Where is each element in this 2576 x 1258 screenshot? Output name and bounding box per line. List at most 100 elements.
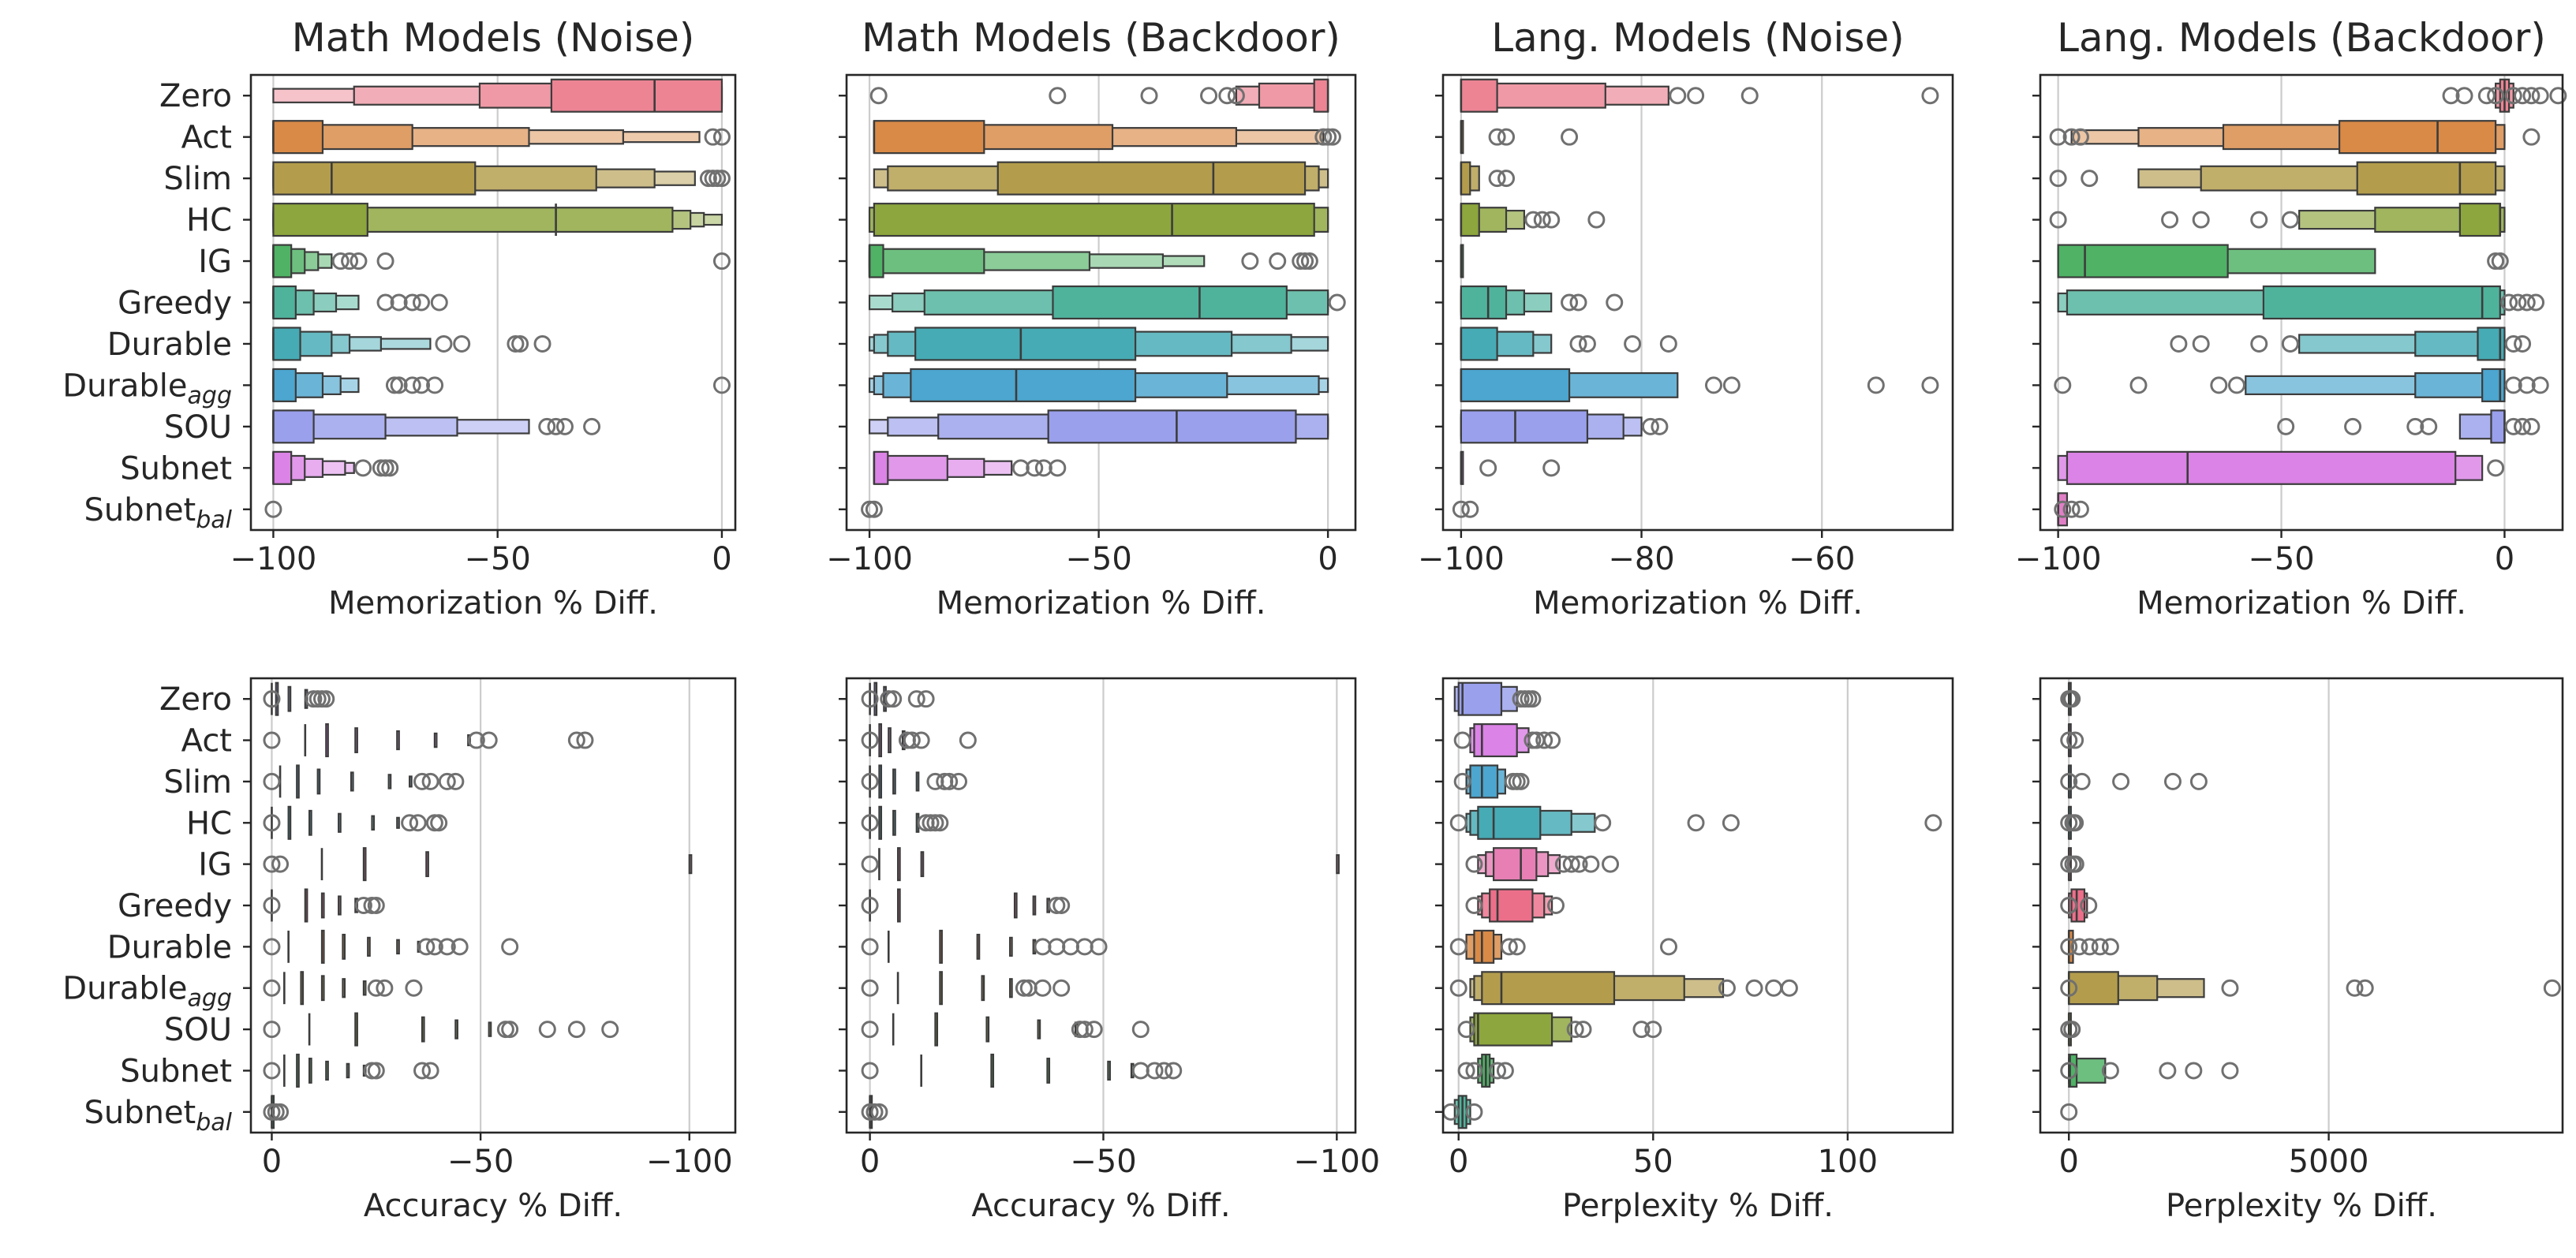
outlier-point <box>417 938 436 956</box>
outlier-point <box>1034 979 1052 997</box>
outlier-point <box>2170 334 2188 353</box>
outlier-point <box>861 814 879 832</box>
box-level <box>425 851 429 878</box>
boxen-subnet-bal <box>2060 1103 2078 1121</box>
outlier-point <box>438 772 456 790</box>
outlier-point <box>1140 87 1158 105</box>
outlier-point <box>1048 897 1066 914</box>
outlier-point <box>712 376 731 394</box>
x-axis-label: Memorization % Diff. <box>328 585 658 622</box>
y-tick-label: Slim <box>163 161 232 197</box>
y-tick-label: IG <box>198 847 232 883</box>
boxen-zero <box>2060 681 2081 716</box>
outlier-point <box>1561 128 1579 146</box>
outlier-point <box>372 459 390 477</box>
outlier-point <box>931 814 949 832</box>
outlier-point <box>511 334 529 353</box>
boxen-greedy <box>868 285 1346 320</box>
box-level <box>272 161 477 196</box>
boxen-act <box>263 723 594 758</box>
box-level <box>2066 450 2457 485</box>
box-level <box>688 854 693 875</box>
panel-3: −100 −80 −60 Memorization % Diff. Lang. Mode… <box>1418 15 1954 622</box>
outlier-point <box>1465 897 1483 914</box>
boxen-subnet-bal <box>861 1095 888 1129</box>
outlier-point <box>1569 334 1587 353</box>
outlier-point <box>451 938 469 956</box>
x-tick-label: 100 <box>1818 1144 1878 1180</box>
x-axis-label: Memorization % Diff. <box>937 585 1266 622</box>
outlier-point <box>1687 87 1705 105</box>
outlier-point <box>2062 500 2081 518</box>
outlier-point <box>2514 87 2532 105</box>
boxen-greedy <box>272 285 448 320</box>
outlier-point <box>576 731 594 749</box>
outlier-point <box>1500 938 1518 956</box>
outlier-point <box>501 938 519 956</box>
outlier-point <box>409 814 427 832</box>
outlier-point <box>2455 87 2473 105</box>
outlier-point <box>2221 1062 2239 1080</box>
box-level <box>996 161 1307 196</box>
box-level <box>342 933 346 960</box>
outlier-point <box>907 690 925 708</box>
outlier-point <box>1052 897 1071 914</box>
boxen-durable <box>263 929 519 964</box>
outlier-point <box>1594 814 1612 832</box>
outlier-point <box>1015 979 1033 997</box>
x-tick-label: −50 <box>447 1144 514 1180</box>
box-level <box>1052 285 1288 320</box>
outlier-point <box>2522 87 2540 105</box>
outlier-point <box>2066 814 2084 832</box>
outlier-point <box>1669 87 1687 105</box>
outlier-point <box>912 731 930 749</box>
outlier-point <box>2049 170 2067 188</box>
boxen-slim <box>1460 161 1516 196</box>
outlier-point <box>2514 417 2532 435</box>
x-tick-label: −60 <box>1789 541 1855 577</box>
x-tick-label: −100 <box>2015 541 2102 577</box>
outlier-point <box>2522 128 2540 146</box>
box-level <box>915 771 920 792</box>
outlier-point <box>1227 87 1245 105</box>
box-level <box>1336 854 1340 875</box>
outlier-point <box>959 731 977 749</box>
x-tick-label: 0 <box>1449 1144 1468 1180</box>
outlier-point <box>2101 938 2119 956</box>
box-level <box>320 975 325 1002</box>
outlier-point <box>376 252 394 271</box>
y-tick-label: Subnet <box>120 1053 232 1089</box>
outlier-point <box>1049 459 1067 477</box>
x-tick-label: −50 <box>464 541 530 577</box>
boxen-subnet-bal <box>264 500 282 518</box>
box-level <box>1477 805 1542 840</box>
box-level <box>338 812 342 833</box>
outlier-point <box>1582 855 1600 873</box>
outlier-point <box>2518 293 2536 312</box>
outlier-point <box>1131 1021 1150 1039</box>
outlier-point <box>507 334 525 353</box>
outlier-point <box>547 417 565 435</box>
boxen-slim <box>873 161 1329 196</box>
outlier-point <box>2080 897 2098 914</box>
outlier-point <box>1453 772 1471 790</box>
boxen-sou <box>868 409 1329 444</box>
box-level <box>296 764 300 799</box>
y-tick-label: Zero <box>159 78 232 114</box>
outlier-point <box>1165 1062 1183 1080</box>
box-level <box>976 933 981 960</box>
box-level <box>1032 895 1037 916</box>
outlier-point <box>704 128 722 146</box>
outlier-point <box>1449 979 1467 997</box>
boxen-ig <box>2057 244 2509 278</box>
box-level <box>868 248 985 274</box>
box-level <box>878 805 883 840</box>
box-level <box>320 929 325 964</box>
boxen-durable <box>1460 327 1677 361</box>
outlier-point <box>430 293 448 312</box>
outlier-point <box>861 1062 879 1080</box>
boxen-zero <box>272 78 723 113</box>
box-level <box>354 727 358 753</box>
outlier-point <box>2487 459 2505 477</box>
